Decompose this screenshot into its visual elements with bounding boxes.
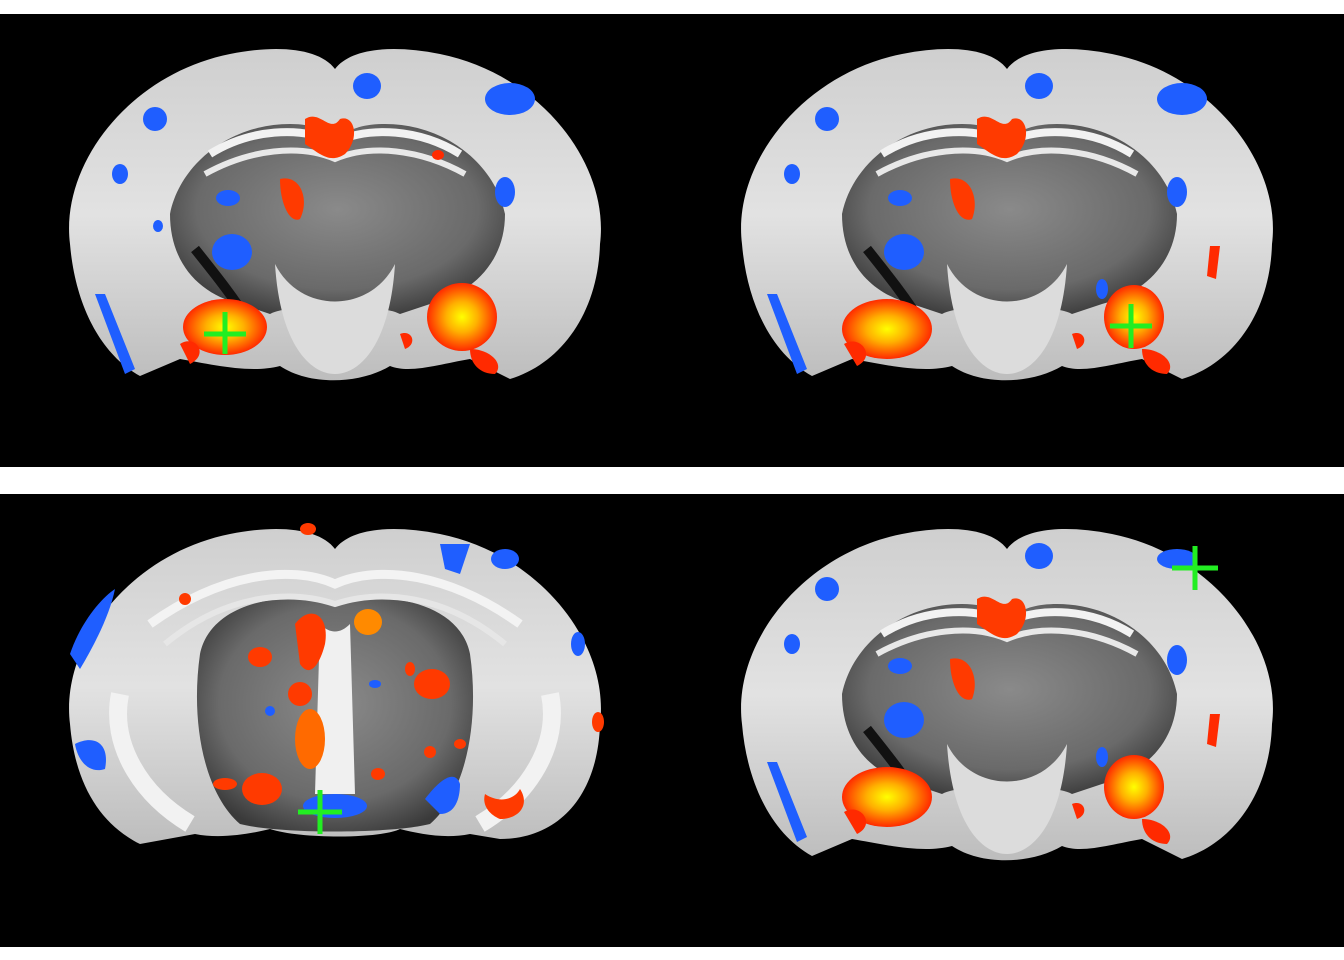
deactivation-blob (767, 762, 807, 842)
activation-blob (400, 332, 413, 349)
deactivation-blob (1167, 645, 1187, 675)
brain-slice-3 (69, 523, 604, 844)
brainstem (947, 744, 1067, 854)
activation-blob (484, 789, 524, 819)
crosshair-marker (298, 790, 342, 834)
hippocampus-band (147, 569, 523, 628)
deactivation-blob (425, 776, 460, 814)
brain-slice-1 (69, 49, 601, 381)
activation-blob (248, 647, 272, 667)
deactivation-blob (784, 634, 800, 654)
activation-blob (295, 613, 326, 671)
activation-blob (977, 596, 1027, 639)
activation-blob (844, 341, 867, 366)
row-top-svg (69, 49, 1273, 381)
activation-blob (950, 178, 975, 220)
activation-blob (213, 778, 237, 790)
activation-blob (1072, 802, 1085, 819)
brainstem (275, 264, 395, 374)
image-row-top (0, 14, 1344, 467)
deactivation-blob (1025, 73, 1053, 99)
crosshair-marker (1110, 304, 1152, 348)
activation-blob (300, 523, 316, 535)
deactivation-blob (888, 190, 912, 206)
activation-blob (179, 593, 191, 605)
thalamus-region (170, 124, 505, 314)
brainstem (947, 264, 1067, 374)
brain-slice-4 (741, 529, 1273, 861)
activation-blob (288, 682, 312, 706)
row-bottom-svg (69, 523, 1273, 861)
activation-blob (354, 609, 382, 635)
activation-blob (1142, 819, 1171, 844)
activation-blob (977, 116, 1027, 159)
deactivation-blob (1025, 543, 1053, 569)
activation-blob (280, 178, 304, 220)
deactivation-blob (369, 680, 381, 688)
deactivation-blob (1096, 747, 1108, 767)
activation-blob (1072, 332, 1085, 349)
activation-blob (371, 768, 385, 780)
white-matter (109, 692, 195, 832)
deactivation-blob (1157, 83, 1207, 115)
deactivation-blob (143, 107, 167, 131)
activation-blob (424, 746, 436, 758)
hippocampus-band (163, 593, 507, 647)
deactivation-blob (815, 577, 839, 601)
deactivation-blob (495, 177, 515, 207)
activation-blob (427, 283, 497, 351)
deactivation-blob (353, 73, 381, 99)
activation-blob (842, 767, 932, 827)
deactivation-blob (571, 632, 585, 656)
deactivation-blob (112, 164, 128, 184)
activation-blob (844, 809, 867, 834)
deactivation-blob (884, 234, 924, 270)
activation-blob (242, 773, 282, 805)
activation-blob (432, 150, 444, 160)
activation-blob (1142, 349, 1171, 374)
deactivation-blob (95, 294, 135, 374)
activation-blob (592, 712, 604, 732)
activation-blob (414, 669, 450, 699)
deactivation-blob (485, 83, 535, 115)
deactivation-blob (212, 234, 252, 270)
crosshair-marker (1172, 546, 1218, 590)
thalamus-region (842, 604, 1177, 794)
deactivation-blob (75, 740, 106, 771)
deactivation-blob (1167, 177, 1187, 207)
activation-blob (405, 662, 415, 676)
brain-slice-2 (741, 49, 1273, 381)
activation-blob (1104, 285, 1164, 349)
deactivation-blob (884, 702, 924, 738)
deactivation-blob (153, 220, 163, 232)
deactivation-blob (440, 544, 470, 574)
image-row-bottom (0, 494, 1344, 947)
deactivation-blob (1096, 279, 1108, 299)
activation-blob (454, 739, 466, 749)
deactivation-blob (216, 190, 240, 206)
activation-blob (842, 299, 932, 359)
hippocampus-band (875, 627, 1139, 657)
hippocampus-band (203, 147, 467, 177)
crosshair-marker (204, 312, 246, 354)
activation-blob (950, 658, 975, 700)
activation-blob (1104, 755, 1164, 819)
deactivation-blob (888, 658, 912, 674)
activation-blob (470, 349, 499, 374)
midline (315, 624, 355, 794)
activation-blob (1207, 246, 1220, 279)
activation-blob (1207, 714, 1220, 747)
hippocampus-band (875, 147, 1139, 177)
deactivation-blob (815, 107, 839, 131)
thalamus-region (842, 124, 1177, 314)
activation-blob (295, 709, 325, 769)
deactivation-blob (491, 549, 519, 569)
deactivation-blob (1157, 549, 1197, 569)
activation-blob (180, 341, 200, 364)
activation-blob (305, 116, 355, 159)
deactivation-blob (70, 589, 115, 669)
deactivation-blob (784, 164, 800, 184)
deactivation-blob (265, 706, 275, 716)
deactivation-blob (767, 294, 807, 374)
